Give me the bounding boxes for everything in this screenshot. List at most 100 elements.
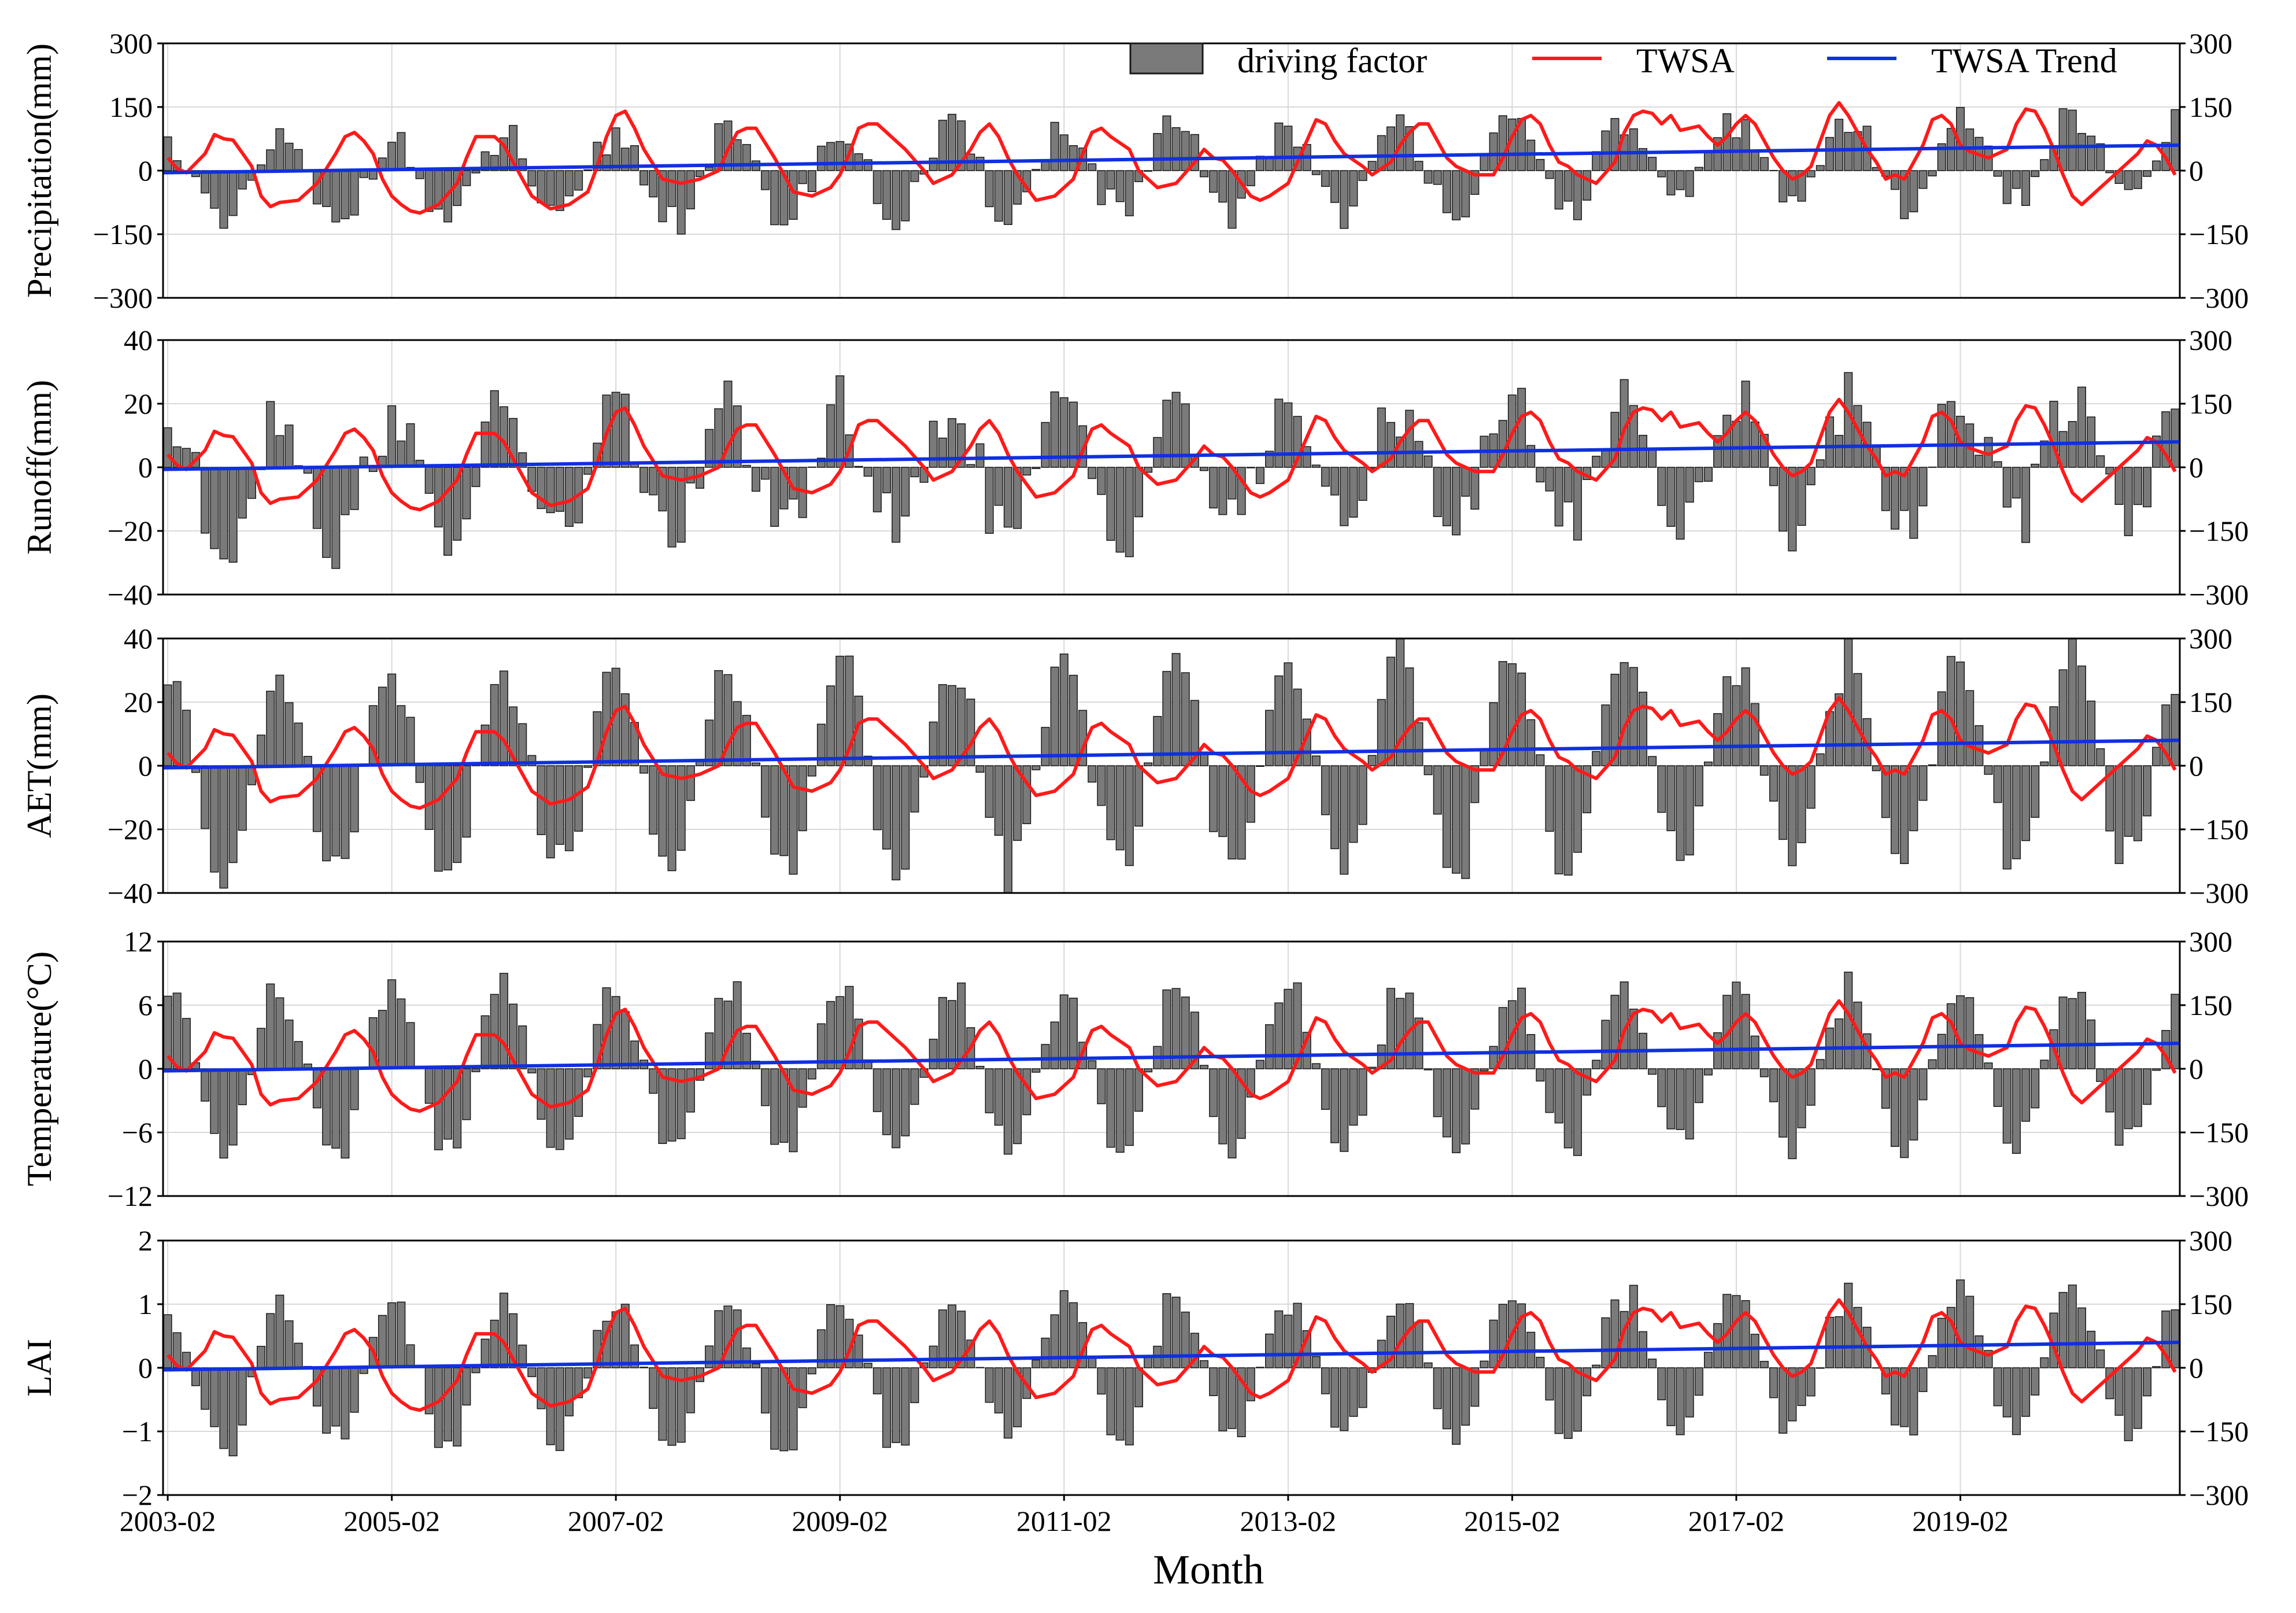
driving-factor-bar (816, 724, 826, 766)
driving-factor-bar (1115, 765, 1125, 851)
driving-factor-bar (1386, 656, 1396, 766)
driving-factor-bar (789, 1068, 798, 1153)
driving-factor-bar (1769, 467, 1779, 486)
driving-factor-bar (1629, 405, 1638, 468)
driving-factor-bar (892, 170, 901, 230)
driving-factor-bar (406, 1022, 415, 1069)
driving-factor-bar (985, 1068, 994, 1113)
driving-factor-bar (1209, 1068, 1218, 1117)
driving-factor-bar (480, 1338, 490, 1368)
legend: driving factor TWSA TWSA Trend (1129, 42, 2117, 80)
driving-factor-bar (1844, 638, 1853, 766)
driving-factor-bar (872, 467, 882, 512)
driving-factor-bar (947, 685, 957, 766)
driving-factor-bar (2068, 1285, 2077, 1368)
right-tick-label: 300 (2189, 324, 2232, 356)
driving-factor-bar (1779, 467, 1788, 532)
driving-factor-bar (574, 765, 583, 832)
driving-factor-bar (1358, 765, 1367, 825)
driving-factor-bar (1526, 719, 1536, 766)
driving-factor-bar (761, 170, 770, 190)
driving-factor-bar (201, 1367, 210, 1410)
driving-factor-bar (611, 996, 620, 1069)
driving-factor-bar (779, 765, 789, 857)
driving-factor-bar (1181, 1311, 1190, 1368)
driving-factor-bar (1125, 1367, 1134, 1446)
legend-label-twsa: TWSA (1636, 42, 1735, 80)
left-tick-label: 2 (138, 1224, 153, 1257)
driving-factor-bar (630, 145, 639, 171)
driving-factor-bar (1134, 1367, 1144, 1408)
driving-factor-bar (975, 1065, 985, 1069)
driving-factor-bar (1340, 467, 1349, 526)
driving-factor-bar (1928, 1059, 1937, 1069)
left-tick-label: −1 (122, 1415, 153, 1448)
driving-factor-bar (275, 435, 284, 468)
driving-factor-bar (1059, 397, 1068, 468)
driving-factor-bar (219, 765, 228, 889)
driving-factor-bar (994, 765, 1003, 836)
driving-factor-bar (1816, 459, 1825, 468)
driving-factor-bar (462, 1068, 471, 1120)
driving-factor-bar (1703, 152, 1713, 171)
driving-factor-bar (2114, 765, 2124, 864)
driving-factor-bar (266, 1313, 275, 1368)
driving-factor-bar (480, 421, 490, 468)
driving-factor-bar (1797, 467, 1806, 526)
driving-factor-bar (397, 998, 406, 1069)
driving-factor-bar (1741, 1300, 1750, 1368)
driving-factor-bar (1031, 467, 1041, 469)
driving-factor-bar (751, 1363, 760, 1368)
driving-factor-bar (2031, 463, 2040, 468)
driving-factor-bar (1144, 1356, 1153, 1368)
driving-factor-bar (705, 1032, 714, 1069)
driving-factor-bar (1676, 765, 1685, 861)
driving-factor-bar (994, 170, 1003, 222)
driving-factor-bar (1088, 765, 1097, 783)
right-tick-label: 300 (2189, 27, 2232, 60)
driving-factor-bar (546, 765, 555, 859)
driving-factor-bar (835, 1305, 845, 1368)
x-tick-label: 2013-02 (1240, 1505, 1337, 1537)
driving-factor-bar (1583, 1367, 1592, 1397)
driving-factor-bar (1928, 170, 1937, 176)
panel-aet: 40 20 0 −20 −40 300 150 0 −150 −300 AET(mm) (20, 622, 2249, 909)
driving-factor-bar (761, 765, 770, 818)
driving-factor-bar (1872, 765, 1881, 772)
driving-factor-bar (2021, 170, 2031, 206)
driving-factor-bar (210, 1068, 219, 1134)
driving-factor-bar (1284, 988, 1293, 1069)
driving-factor-bar (2133, 765, 2142, 841)
driving-factor-bar (1470, 1367, 1480, 1407)
driving-factor-bar (1676, 467, 1685, 540)
driving-factor-bar (826, 1001, 835, 1069)
driving-factor-bar (1003, 170, 1012, 225)
driving-factor-bar (658, 765, 667, 857)
right-tick-label: 150 (2189, 1288, 2232, 1320)
driving-factor-bar (1068, 674, 1078, 766)
driving-factor-bar (518, 1025, 527, 1069)
driving-factor-bar (1648, 157, 1657, 171)
driving-factor-bar (1526, 445, 1536, 468)
driving-factor-bar (1041, 1044, 1050, 1069)
driving-factor-bar (1349, 170, 1358, 206)
driving-factor-bar (1918, 1068, 1928, 1101)
driving-factor-bar (1433, 1367, 1442, 1409)
driving-factor-bar (1946, 1003, 1955, 1069)
driving-factor-bar (779, 1367, 789, 1452)
driving-factor-bar (1694, 167, 1703, 171)
driving-factor-bar (1311, 170, 1321, 175)
left-tick-label: −12 (108, 1180, 153, 1212)
driving-factor-bar (882, 765, 892, 850)
driving-factor-bar (667, 1068, 676, 1142)
driving-factor-bar (1657, 1068, 1666, 1108)
driving-factor-bar (1106, 467, 1115, 541)
driving-factor-bar (574, 170, 583, 191)
driving-factor-bar (1433, 1068, 1442, 1117)
driving-factor-bar (1013, 765, 1022, 841)
driving-factor-bar (331, 467, 341, 569)
driving-factor-bar (1068, 998, 1078, 1069)
driving-factor-bar (1050, 666, 1059, 766)
driving-factor-bar (350, 1367, 359, 1413)
driving-factor-bar (350, 1068, 359, 1110)
